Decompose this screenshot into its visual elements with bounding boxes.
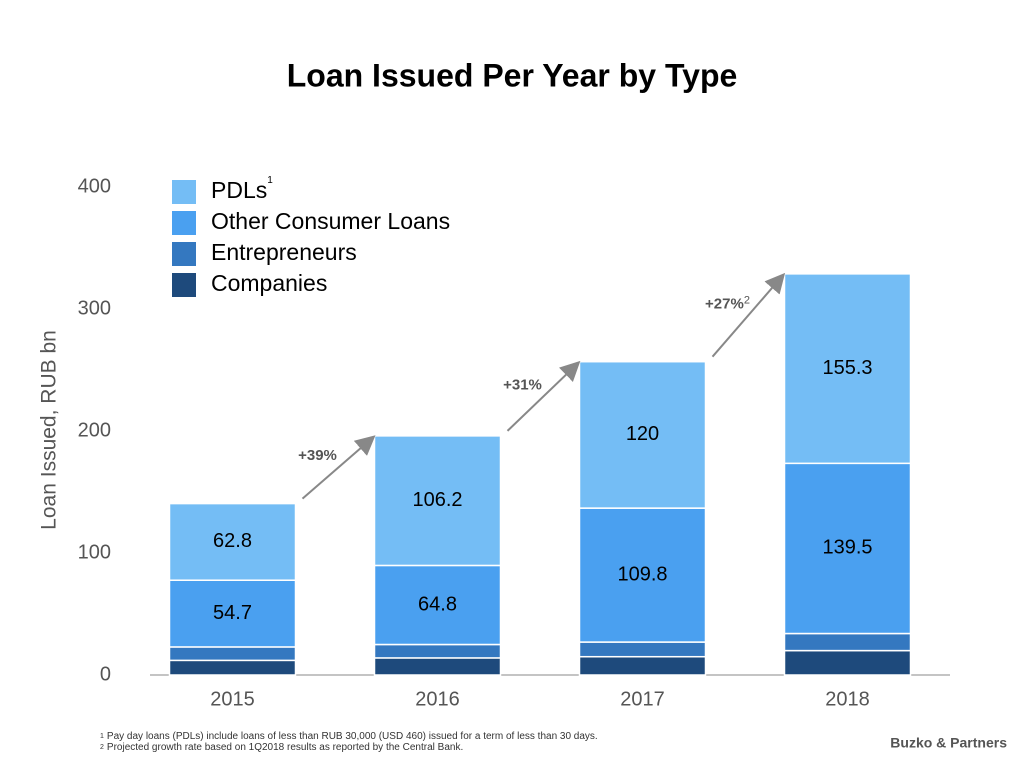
legend-text: PDLs	[211, 177, 267, 203]
bar-segment	[168, 659, 297, 676]
legend-swatch	[172, 180, 196, 204]
bar-segment	[783, 462, 912, 635]
legend-label: Entrepreneurs	[211, 239, 357, 265]
bar-segment	[783, 649, 912, 676]
legend-note: 1	[267, 175, 273, 186]
footnote-text: Projected growth rate based on 1Q2018 re…	[107, 742, 463, 753]
bar-segment	[578, 641, 707, 658]
legend-swatch	[172, 211, 196, 235]
footnote: 2 Projected growth rate based on 1Q2018 r…	[100, 742, 463, 753]
bar-segment	[168, 646, 297, 662]
legend-text: Companies	[211, 270, 327, 296]
growth-arrow	[711, 272, 786, 358]
data-label: 106.2	[412, 489, 462, 511]
growth-label: +31%	[503, 376, 542, 393]
y-axis-label: Loan Issued, RUB bn	[38, 330, 61, 530]
bar-segment	[578, 655, 707, 676]
footnote: 1 Pay day loans (PDLs) include loans of l…	[100, 731, 598, 742]
legend-swatch	[172, 273, 196, 297]
x-tick-label: 2018	[825, 688, 870, 710]
legend-swatch	[172, 242, 196, 266]
growth-arrow	[301, 435, 376, 500]
bar-segment	[373, 643, 502, 659]
growth-value: +31%	[503, 376, 542, 393]
growth-label: +27%2	[705, 294, 750, 312]
y-tick-label: 100	[78, 541, 111, 563]
footnote-mark: 2	[100, 744, 104, 751]
footnote-text: Pay day loans (PDLs) include loans of le…	[107, 731, 598, 742]
chart-title: Loan Issued Per Year by Type	[287, 57, 738, 93]
bar-segment	[373, 435, 502, 567]
data-label: 139.5	[822, 537, 872, 559]
growth-arrow	[506, 360, 581, 432]
data-label: 155.3	[822, 357, 872, 379]
legend-label: Other Consumer Loans	[211, 208, 450, 234]
data-label: 64.8	[418, 593, 457, 615]
legend-label: PDLs1	[211, 175, 273, 203]
growth-value: +27%	[705, 295, 744, 312]
source: Buzko & Partners	[890, 735, 1007, 751]
bar-segment	[168, 502, 297, 581]
legend-label: Companies	[211, 270, 327, 296]
data-label: 120	[626, 423, 659, 445]
bar-segment	[578, 360, 707, 509]
growth-value: +39%	[298, 447, 337, 464]
growth-note: 2	[744, 294, 750, 306]
data-label: 109.8	[617, 563, 667, 585]
bar-segment	[578, 507, 707, 643]
bar-segment	[783, 632, 912, 652]
growth-label: +39%	[298, 447, 337, 464]
y-tick-label: 400	[78, 175, 111, 197]
legend-text: Entrepreneurs	[211, 239, 357, 265]
bar-segment	[168, 579, 297, 648]
footnote-mark: 1	[100, 733, 104, 740]
data-label: 62.8	[213, 530, 252, 552]
bar-segment	[783, 273, 912, 465]
data-label: 54.7	[213, 602, 252, 624]
y-tick-label: 200	[78, 419, 111, 441]
y-tick-label: 300	[78, 297, 111, 319]
y-tick-label: 0	[100, 663, 111, 685]
bar-segment	[373, 657, 502, 676]
x-tick-label: 2016	[415, 688, 460, 710]
legend-text: Other Consumer Loans	[211, 208, 450, 234]
x-tick-label: 2015	[210, 688, 255, 710]
x-tick-label: 2017	[620, 688, 665, 710]
